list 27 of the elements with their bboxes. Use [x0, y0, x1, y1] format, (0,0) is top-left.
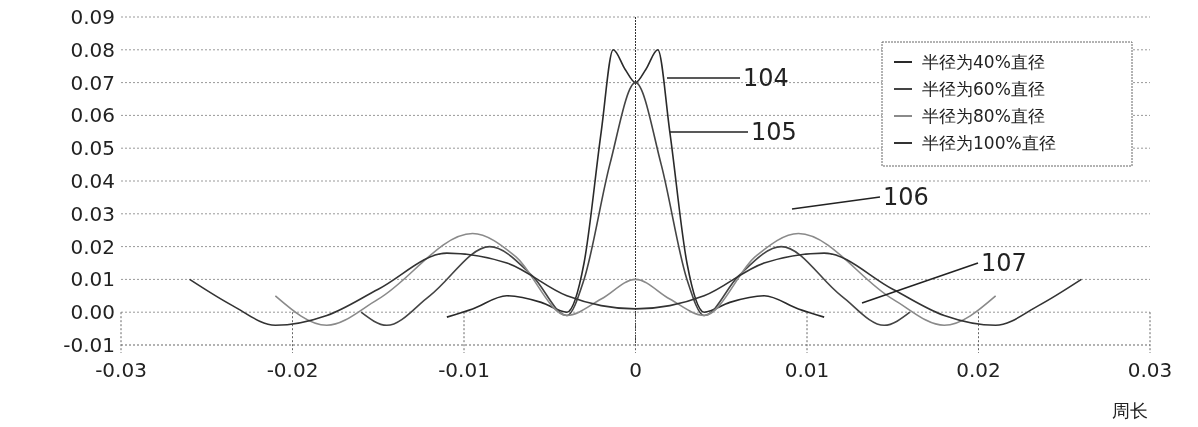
y-tick-label: -0.01: [63, 333, 115, 357]
legend-label: 半径为60%直径: [922, 78, 1045, 99]
x-tick-label: 0.02: [956, 358, 1001, 382]
y-tick-label: 0.02: [70, 234, 115, 259]
y-tick-label: 0.08: [70, 37, 115, 62]
x-tick-label: 0.03: [1127, 358, 1173, 382]
legend-label: 半径为80%直径: [922, 105, 1045, 126]
annotation: 106: [883, 183, 929, 212]
y-tick-label: 0.05: [70, 136, 115, 161]
y-tick-label: 0.00: [70, 300, 115, 325]
legend-label: 半径为100%直径: [922, 132, 1056, 153]
y-tick-label: 0.06: [70, 103, 115, 128]
x-tick-label: 0.01: [784, 358, 830, 382]
y-tick-label: 0.03: [70, 201, 115, 226]
y-tick-label: 0.07: [70, 70, 115, 95]
y-tick-label: 0.09: [70, 5, 115, 29]
annotation: 107: [981, 249, 1027, 278]
x-tick-label: 0: [629, 358, 642, 382]
legend-label: 半径为40%直径: [922, 51, 1045, 72]
y-tick-label: 0.04: [70, 169, 115, 193]
x-tick-label: -0.02: [266, 358, 319, 382]
annotation: 105: [751, 118, 797, 147]
annotation: 104: [743, 64, 789, 93]
y-tick-label: 0.01: [70, 267, 115, 292]
x-tick-label: -0.01: [438, 358, 490, 382]
x-axis-title: 周长: [1112, 400, 1148, 421]
x-tick-label: -0.03: [95, 358, 147, 382]
